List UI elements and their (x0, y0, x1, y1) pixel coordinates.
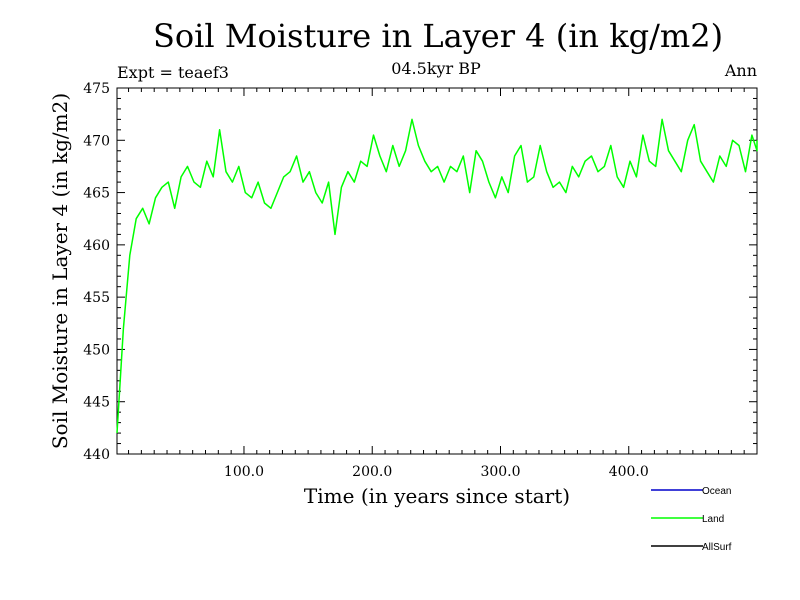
x-tick-label: 400.0 (609, 464, 649, 480)
legend-label-ocean: Ocean (702, 486, 731, 497)
chart-title: Soil Moisture in Layer 4 (in kg/m2) (153, 17, 723, 55)
legend: Ocean Land AllSurf (651, 486, 732, 553)
series-line-land (116, 118, 758, 434)
x-axis-ticks: 100.0 200.0 300.0 400.0 (224, 88, 649, 480)
x-tick-label: 100.0 (224, 464, 264, 480)
x-tick-label: 200.0 (352, 464, 392, 480)
y-tick-label: 445 (83, 395, 110, 411)
legend-label-land: Land (702, 514, 724, 525)
experiment-label: Expt = teaef3 (117, 63, 229, 82)
y-axis-ticks: 440 445 450 455 460 465 470 475 (83, 81, 757, 463)
y-tick-label: 475 (83, 81, 110, 97)
chart-subtitle: 04.5kyr BP (391, 59, 481, 78)
plot-area (116, 87, 758, 455)
season-label: Ann (724, 61, 757, 80)
x-axis-label: Time (in years since start) (304, 484, 570, 508)
y-tick-label: 460 (83, 238, 110, 254)
y-axis-label: Soil Moisture in Layer 4 (in kg/m2) (48, 93, 72, 449)
y-tick-label: 440 (83, 447, 110, 463)
y-tick-label: 450 (83, 342, 110, 358)
y-tick-label: 465 (83, 186, 110, 202)
y-tick-label: 470 (83, 133, 110, 149)
y-tick-label: 455 (83, 290, 110, 306)
y-minor-ticks (117, 97, 757, 445)
x-minor-ticks (128, 88, 745, 454)
x-tick-label: 300.0 (480, 464, 520, 480)
legend-label-allsurf: AllSurf (702, 542, 732, 553)
